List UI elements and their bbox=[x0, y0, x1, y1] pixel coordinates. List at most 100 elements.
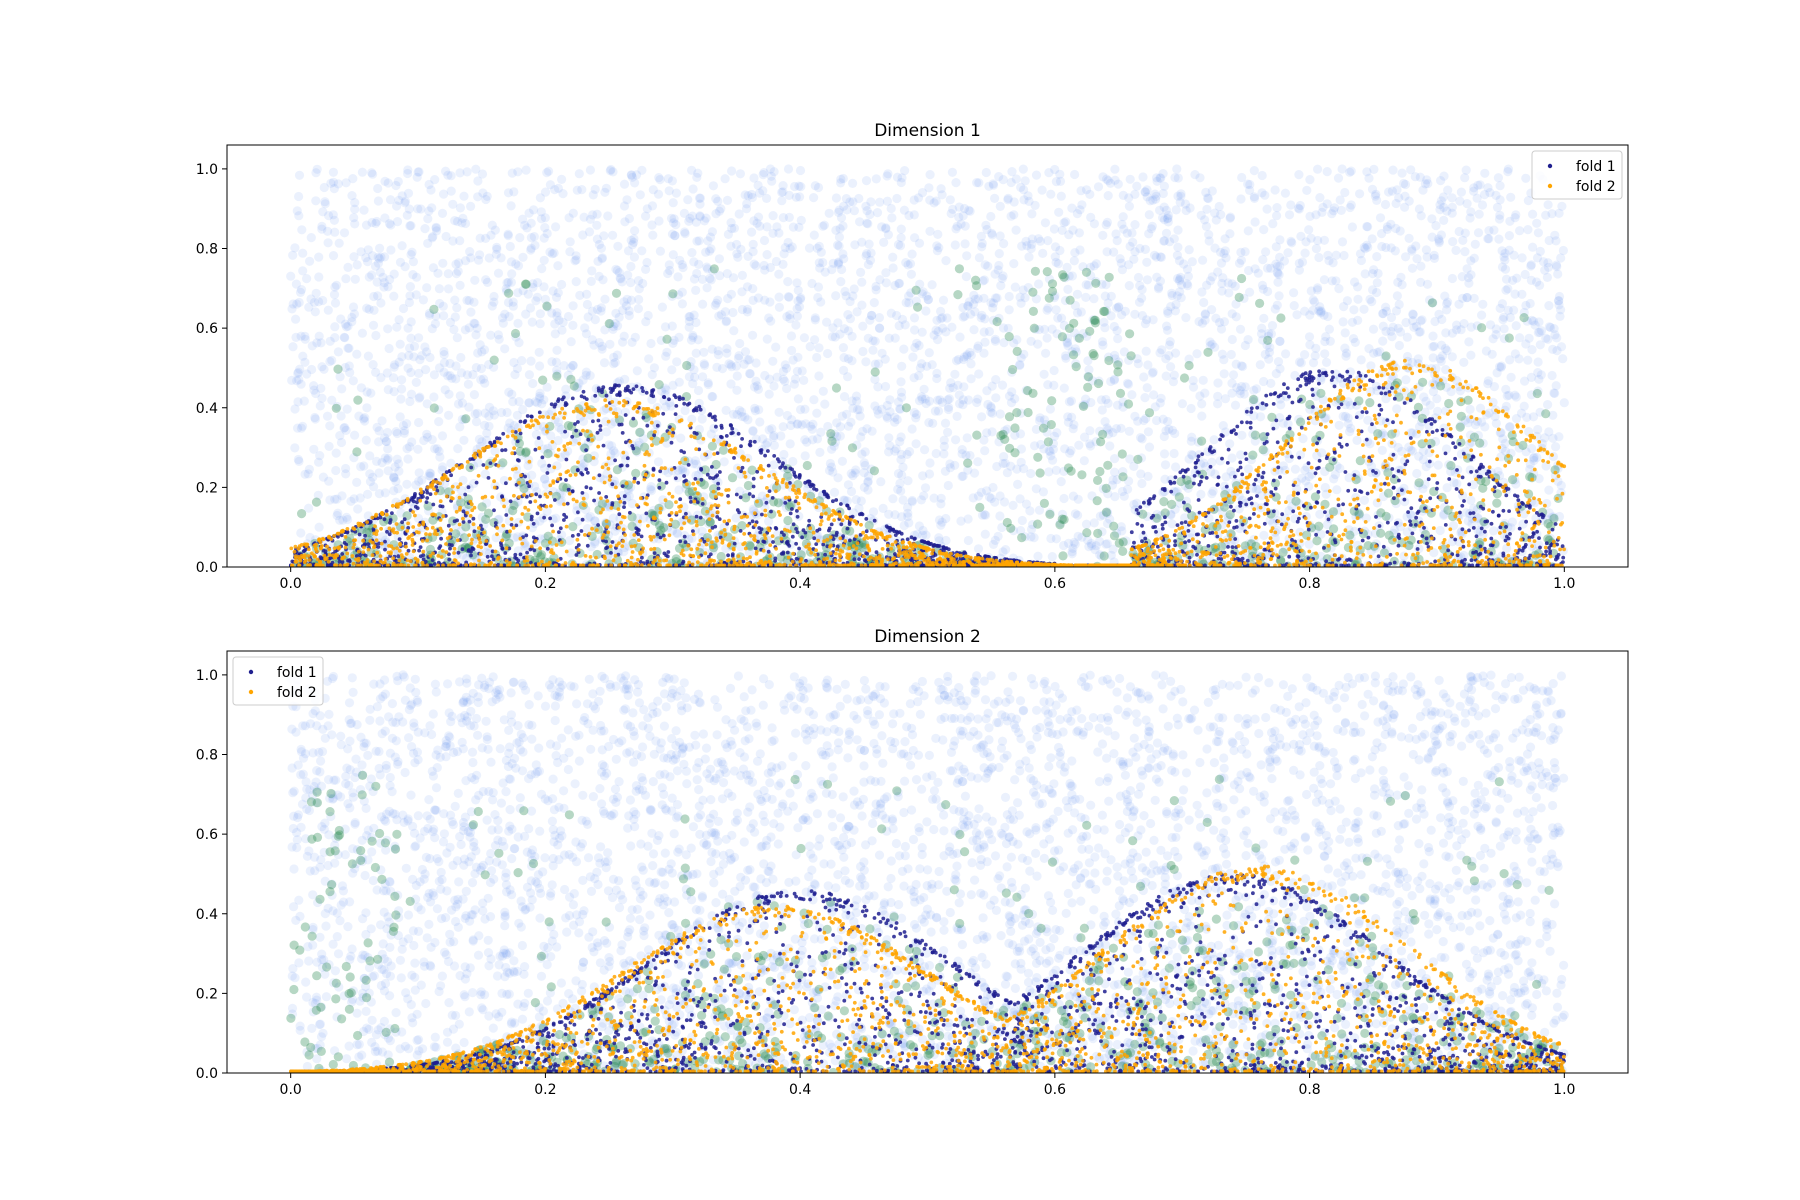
background-sample-point bbox=[1272, 211, 1282, 221]
background-sample-point bbox=[551, 357, 562, 367]
background-sample-point bbox=[680, 405, 690, 416]
background-sample-point bbox=[1483, 183, 1493, 193]
highlighted-sample-point bbox=[1115, 388, 1126, 398]
background-sample-point bbox=[1510, 289, 1520, 299]
background-sample-point bbox=[769, 440, 780, 450]
background-sample-point bbox=[704, 246, 715, 256]
background-sample-point bbox=[1117, 265, 1127, 275]
background-sample-point bbox=[1175, 272, 1186, 282]
background-sample-point bbox=[563, 370, 573, 380]
background-sample-point bbox=[946, 208, 956, 219]
background-sample-point bbox=[1466, 350, 1476, 360]
background-sample-point bbox=[726, 241, 736, 251]
background-sample-point bbox=[1250, 436, 1260, 446]
background-sample-point bbox=[1124, 193, 1134, 203]
background-sample-point bbox=[1509, 305, 1519, 315]
background-sample-point bbox=[749, 216, 759, 226]
background-sample-point bbox=[1287, 238, 1297, 248]
background-sample-point bbox=[608, 230, 618, 240]
highlighted-sample-point bbox=[333, 364, 343, 374]
background-sample-point bbox=[788, 355, 798, 365]
background-sample-point bbox=[1313, 164, 1323, 174]
background-sample-point bbox=[893, 469, 904, 479]
background-sample-point bbox=[1436, 230, 1446, 240]
background-sample-point bbox=[589, 340, 599, 350]
background-sample-point bbox=[414, 417, 424, 428]
background-sample-point bbox=[1061, 353, 1071, 363]
background-sample-point bbox=[869, 298, 879, 308]
background-sample-point bbox=[862, 218, 872, 228]
background-sample-point bbox=[367, 217, 377, 228]
background-sample-point bbox=[589, 457, 599, 467]
background-sample-point bbox=[435, 298, 445, 309]
highlighted-sample-point bbox=[1066, 466, 1076, 476]
background-sample-point bbox=[388, 373, 399, 383]
background-sample-point bbox=[606, 164, 616, 175]
background-sample-point bbox=[1493, 173, 1503, 183]
background-sample-point bbox=[762, 250, 772, 260]
highlighted-sample-point bbox=[869, 466, 880, 476]
background-sample-point bbox=[1296, 231, 1306, 241]
background-sample-point bbox=[342, 404, 352, 414]
background-sample-point bbox=[1110, 454, 1120, 464]
background-sample-point bbox=[309, 385, 319, 395]
background-sample-point bbox=[795, 294, 806, 304]
highlighted-sample-point bbox=[477, 502, 487, 512]
background-sample-point bbox=[986, 211, 996, 222]
background-sample-point bbox=[298, 248, 308, 258]
background-sample-point bbox=[402, 479, 412, 489]
background-sample-point bbox=[392, 428, 402, 439]
background-sample-point bbox=[1055, 169, 1065, 179]
background-sample-point bbox=[1338, 317, 1348, 327]
highlighted-sample-point bbox=[504, 288, 514, 298]
background-sample-point bbox=[742, 307, 753, 317]
background-sample-point bbox=[1364, 344, 1374, 354]
background-sample-point bbox=[793, 394, 804, 404]
background-sample-point bbox=[885, 441, 895, 451]
background-sample-point bbox=[1218, 273, 1228, 283]
background-sample-point bbox=[870, 374, 880, 384]
background-sample-point bbox=[311, 388, 321, 399]
background-sample-point bbox=[1220, 246, 1230, 256]
highlighted-sample-point bbox=[583, 453, 593, 463]
background-sample-point bbox=[836, 277, 846, 287]
background-sample-point bbox=[1305, 211, 1315, 221]
background-sample-point bbox=[1495, 181, 1505, 191]
background-sample-point bbox=[1401, 252, 1411, 262]
background-sample-point bbox=[1290, 464, 1300, 474]
background-sample-point bbox=[833, 258, 843, 268]
background-sample-point bbox=[758, 434, 768, 444]
background-sample-point bbox=[648, 230, 658, 240]
background-sample-point bbox=[568, 301, 578, 311]
background-sample-point bbox=[568, 361, 578, 371]
background-sample-point bbox=[1418, 185, 1428, 195]
background-sample-point bbox=[369, 291, 379, 302]
background-sample-point bbox=[480, 420, 490, 430]
background-sample-point bbox=[1140, 393, 1150, 403]
background-sample-point bbox=[313, 490, 323, 500]
background-sample-point bbox=[958, 471, 968, 481]
background-sample-point bbox=[294, 191, 304, 202]
fold-point bbox=[752, 439, 757, 444]
background-sample-point bbox=[1043, 303, 1053, 313]
background-sample-point bbox=[1400, 497, 1410, 507]
background-sample-point bbox=[345, 367, 355, 378]
background-sample-point bbox=[958, 211, 968, 221]
background-sample-point bbox=[881, 278, 891, 288]
background-sample-point bbox=[1356, 355, 1366, 365]
background-sample-point bbox=[405, 291, 415, 301]
background-sample-point bbox=[288, 299, 298, 309]
background-sample-point bbox=[1065, 448, 1075, 458]
background-sample-point bbox=[1343, 397, 1353, 407]
background-sample-point bbox=[364, 272, 374, 282]
background-sample-point bbox=[470, 319, 480, 329]
background-sample-point bbox=[373, 183, 383, 194]
background-sample-point bbox=[1117, 310, 1127, 320]
background-sample-point bbox=[888, 494, 898, 504]
background-sample-point bbox=[503, 423, 513, 433]
highlighted-sample-point bbox=[510, 328, 521, 339]
background-sample-point bbox=[1016, 182, 1026, 192]
highlighted-sample-point bbox=[563, 421, 574, 431]
background-sample-point bbox=[1110, 354, 1120, 364]
background-sample-point bbox=[1387, 332, 1397, 342]
